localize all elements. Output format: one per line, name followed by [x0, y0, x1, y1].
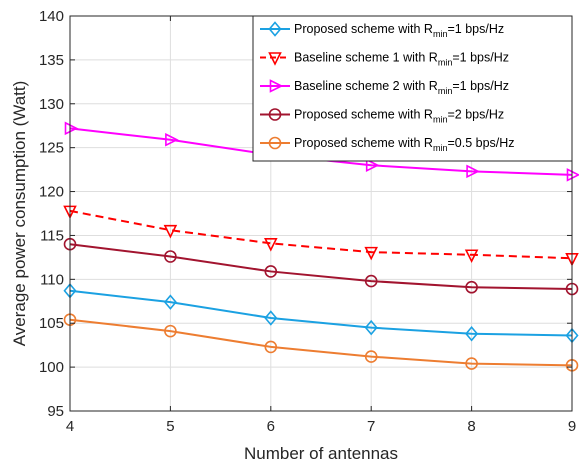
y-tick-label: 130 [39, 96, 64, 113]
y-tick-label: 135 [39, 52, 64, 69]
data-point [364, 319, 378, 336]
legend-label-subscript: min [438, 58, 453, 68]
x-tick-label: 4 [66, 418, 74, 435]
legend-box [252, 15, 573, 162]
legend-label-tail: =2 bps/Hz [447, 108, 504, 122]
x-tick-label: 7 [367, 418, 375, 435]
y-tick-label: 140 [39, 8, 64, 25]
series-line [69, 289, 573, 337]
legend-item: Proposed scheme with Rmin=0.5 bps/Hz [260, 136, 515, 153]
data-point [64, 121, 79, 136]
data-point [164, 324, 177, 338]
data-point [164, 250, 177, 263]
legend-item: Proposed scheme with Rmin=2 bps/Hz [260, 108, 504, 125]
legend-marker [268, 21, 282, 37]
series-line [69, 318, 573, 367]
y-tick-label: 100 [39, 359, 64, 376]
data-point [364, 246, 378, 261]
y-tick-label: 125 [39, 140, 64, 157]
y-axis-title: Average power consumption (Watt) [10, 81, 29, 347]
legend-label: Proposed scheme with Rmin=1 bps/Hz [294, 22, 504, 39]
legend-label-subscript: min [433, 115, 448, 125]
data-point [264, 238, 278, 252]
y-tick-label: 110 [40, 271, 64, 288]
legend-label-main: Proposed scheme with R [294, 22, 433, 36]
x-tick-label: 6 [267, 418, 275, 435]
data-point [364, 350, 378, 363]
legend: Proposed scheme with Rmin=1 bps/HzBaseli… [252, 15, 573, 162]
data-point [465, 280, 478, 294]
legend-item: Proposed scheme with Rmin=1 bps/Hz [260, 21, 504, 39]
legend-label: Proposed scheme with Rmin=0.5 bps/Hz [294, 136, 515, 153]
legend-item: Baseline scheme 2 with Rmin=1 bps/Hz [260, 79, 509, 96]
legend-label-subscript: min [433, 143, 448, 153]
series-4 [63, 237, 579, 296]
legend-label-main: Baseline scheme 2 with R [294, 79, 438, 93]
series-1 [63, 283, 579, 344]
ticks: 4 5 6 7 8 9 95 100 105 110 115 120 125 130 135 140 [39, 8, 576, 435]
y-tick-label: 115 [40, 227, 64, 244]
data-point [464, 249, 479, 264]
x-tick-label: 9 [568, 418, 576, 435]
legend-label-main: Proposed scheme with R [294, 136, 433, 150]
y-tick-label: 105 [39, 315, 64, 332]
legend-label: Proposed scheme with Rmin=2 bps/Hz [294, 108, 504, 125]
data-point [465, 326, 479, 342]
data-point [165, 132, 179, 147]
x-tick-label: 5 [166, 418, 174, 435]
legend-marker [269, 79, 284, 93]
legend-marker [268, 136, 282, 150]
legend-label-tail: =1 bps/Hz [447, 22, 504, 36]
series-line [69, 209, 573, 260]
data-point [163, 294, 177, 310]
legend-label-subscript: min [438, 86, 453, 96]
x-axis-title: Number of antennas [244, 444, 398, 463]
legend-marker [268, 52, 282, 66]
legend-label-main: Baseline scheme 1 with R [294, 51, 438, 65]
x-tick-label: 8 [467, 418, 475, 435]
legend-label-tail: =1 bps/Hz [452, 79, 509, 93]
legend-label-tail: =0.5 bps/Hz [447, 136, 514, 150]
data-point [466, 164, 480, 179]
series-line [69, 243, 573, 290]
legend-label-tail: =1 bps/Hz [452, 51, 509, 65]
y-tick-label: 95 [47, 403, 64, 420]
data-point [365, 158, 380, 173]
data-point [264, 340, 278, 354]
data-point [364, 274, 378, 288]
legend-label-main: Proposed scheme with R [294, 108, 433, 122]
data-point [264, 265, 278, 278]
legend-marker [268, 108, 282, 121]
data-point [264, 310, 278, 326]
data-point [163, 224, 178, 239]
legend-item: Baseline scheme 1 with Rmin=1 bps/Hz [260, 51, 509, 68]
legend-label: Baseline scheme 1 with Rmin=1 bps/Hz [294, 51, 509, 68]
y-tick-label: 120 [39, 184, 64, 201]
legend-label-subscript: min [433, 29, 448, 39]
data-point [566, 168, 579, 182]
legend-label: Baseline scheme 2 with Rmin=1 bps/Hz [294, 79, 509, 96]
data-point [465, 357, 478, 370]
